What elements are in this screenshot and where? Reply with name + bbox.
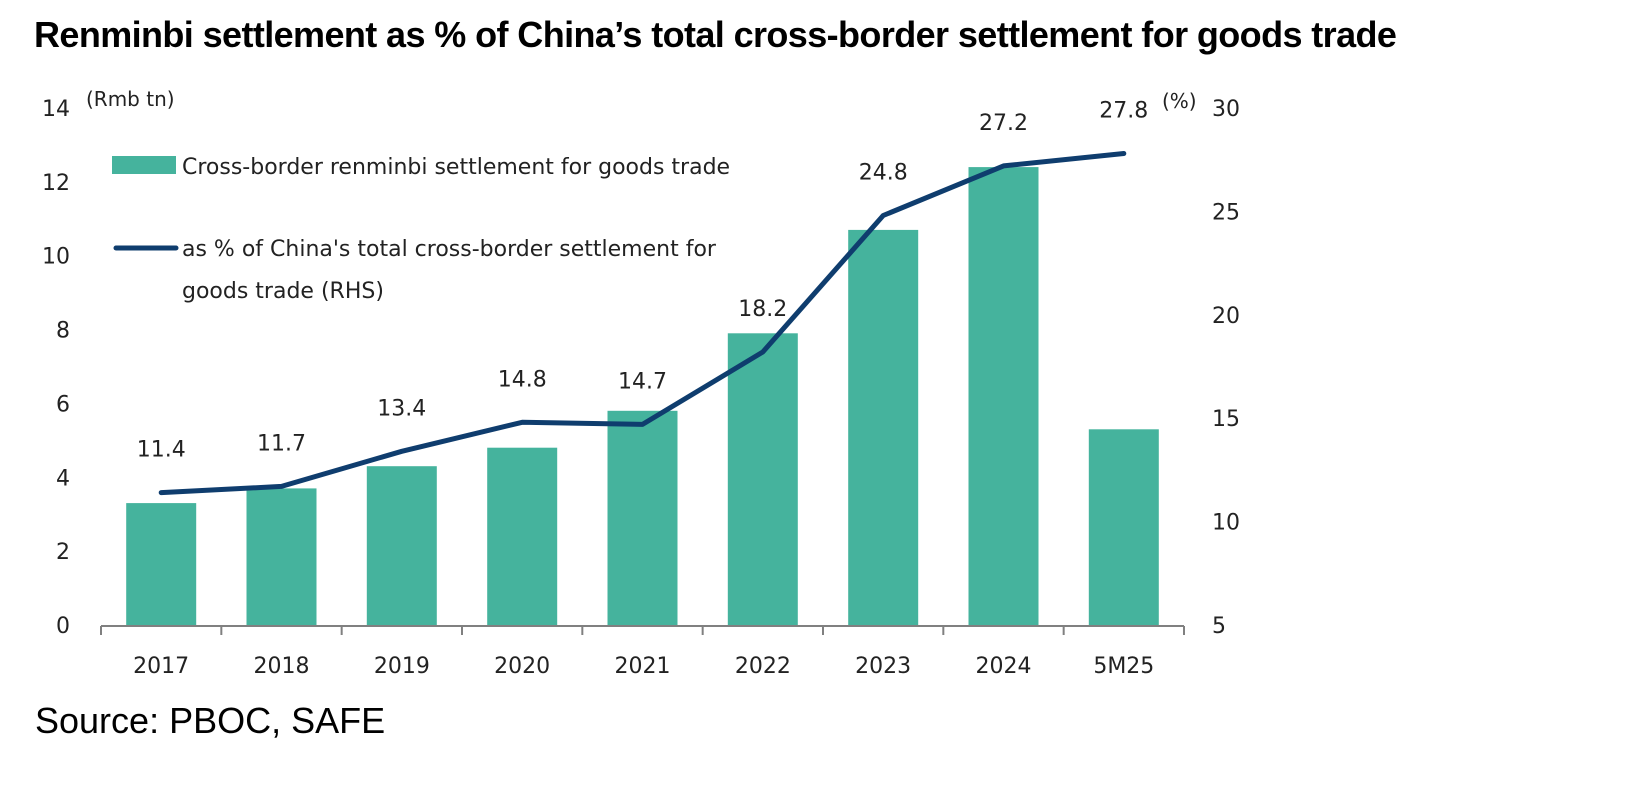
bar-2021 xyxy=(607,410,678,625)
left-tick-label: 10 xyxy=(42,245,70,270)
x-tick-label: 2023 xyxy=(855,654,911,679)
source-note: Source: PBOC, SAFE xyxy=(35,700,386,741)
legend-bar-label: Cross-border renminbi settlement for goo… xyxy=(182,155,730,180)
line-data-label: 13.4 xyxy=(377,396,426,421)
line-series xyxy=(158,151,1127,496)
right-tick-label: 5 xyxy=(1212,614,1226,639)
x-tick-label: 2019 xyxy=(374,654,430,679)
right-tick-label: 20 xyxy=(1212,304,1240,329)
line-data-label: 11.4 xyxy=(137,438,186,463)
left-tick-label: 14 xyxy=(42,97,70,122)
bar-2020 xyxy=(487,447,558,625)
x-tick-label: 2024 xyxy=(976,654,1032,679)
line-data-label: 27.2 xyxy=(979,111,1028,136)
right-tick-label: 30 xyxy=(1212,97,1240,122)
left-tick-label: 8 xyxy=(56,319,70,344)
x-tick-label: 2018 xyxy=(254,654,310,679)
bar-2019 xyxy=(366,466,437,625)
bar-2023 xyxy=(848,229,919,625)
x-tick-label: 2020 xyxy=(494,654,550,679)
bar-5M25 xyxy=(1088,429,1159,625)
left-tick-label: 12 xyxy=(42,171,70,196)
right-tick-label: 15 xyxy=(1212,407,1240,432)
right-tick-label: 10 xyxy=(1212,511,1240,536)
legend-bar-swatch xyxy=(112,156,176,174)
bar-2017 xyxy=(126,503,197,625)
left-tick-label: 2 xyxy=(56,540,70,565)
left-axis-unit-label: (Rmb tn) xyxy=(86,87,175,111)
x-tick-label: 2022 xyxy=(735,654,791,679)
bar-series xyxy=(126,167,1159,625)
bar-2022 xyxy=(727,333,798,625)
bar-2024 xyxy=(968,167,1039,625)
left-y-axis: (Rmb tn) 0 2 4 6 8 10 12 14 xyxy=(42,87,175,639)
line-data-label: 14.7 xyxy=(618,369,667,394)
x-tick-label: 2017 xyxy=(133,654,189,679)
chart-title: Renminbi settlement as % of China’s tota… xyxy=(34,14,1397,55)
line-data-labels: 11.4 11.7 13.4 14.8 14.7 18.2 24.8 27.2 27.8 xyxy=(137,99,1149,463)
left-tick-label: 6 xyxy=(56,392,70,417)
line-data-label: 24.8 xyxy=(859,161,908,186)
line-data-label: 14.8 xyxy=(498,367,547,392)
bar-2018 xyxy=(246,488,317,625)
legend-line-label-line1: as % of China's total cross-border settl… xyxy=(182,237,717,262)
x-tick-label: 5M25 xyxy=(1093,654,1154,679)
left-tick-label: 0 xyxy=(56,614,70,639)
right-tick-label: 25 xyxy=(1212,200,1240,225)
right-axis-unit-label: (%) xyxy=(1162,89,1197,113)
line-data-label: 18.2 xyxy=(738,297,787,322)
line-data-label: 27.8 xyxy=(1099,99,1148,124)
right-y-axis: (%) 5 10 15 20 25 30 xyxy=(1162,89,1240,639)
legend-line-label-line2: goods trade (RHS) xyxy=(182,279,384,304)
x-axis: 2017 2018 2019 2020 2021 2022 2023 2024 5M25 xyxy=(100,625,1185,679)
line-data-label: 11.7 xyxy=(257,431,306,456)
chart-area: 2017 2018 2019 2020 2021 2022 2023 2024 5M25 (Rm… xyxy=(42,87,1240,679)
x-tick-label: 2021 xyxy=(615,654,671,679)
left-tick-label: 4 xyxy=(56,466,70,491)
legend: Cross-border renminbi settlement for goo… xyxy=(112,155,730,304)
